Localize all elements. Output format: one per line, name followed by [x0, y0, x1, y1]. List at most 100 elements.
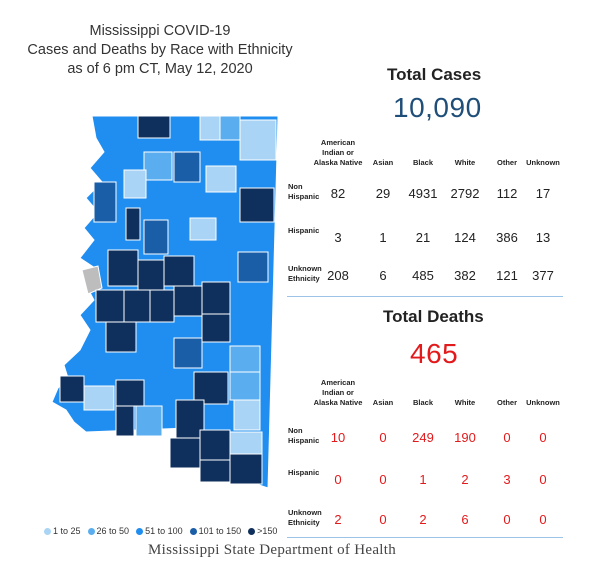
county [199, 459, 231, 483]
table-cell: 0 [539, 472, 547, 487]
mississippi-county-map [51, 115, 279, 489]
cases-divider [287, 296, 563, 297]
cases-heading: Total Cases [387, 65, 482, 84]
county [175, 399, 205, 441]
county [137, 259, 165, 291]
legend-item: 101 to 150 [189, 526, 241, 536]
row-label: Unknown Ethnicity [288, 508, 322, 527]
table-cell: 0 [379, 472, 387, 487]
deaths-divider [287, 537, 563, 538]
county [219, 115, 241, 141]
table-cell: 17 [535, 186, 551, 201]
county [95, 289, 125, 323]
row-label: Non Hispanic [288, 182, 320, 201]
county [143, 219, 169, 255]
table-cell: 3 [503, 472, 511, 487]
county [173, 337, 203, 369]
deaths-heading: Total Deaths [383, 307, 484, 326]
county [229, 453, 263, 485]
county [199, 115, 221, 141]
county [163, 255, 195, 287]
county [123, 289, 151, 323]
county [239, 119, 277, 161]
table-cell: 13 [535, 230, 551, 245]
deaths-total: 465 [410, 338, 459, 369]
column-header: White [454, 158, 476, 167]
column-header: Black [412, 158, 433, 167]
county [201, 313, 231, 343]
county [149, 289, 175, 323]
county [135, 405, 163, 437]
column-header: Unknown [526, 158, 560, 167]
county [81, 265, 103, 295]
column-header: American Indian or Alaska Native [313, 138, 363, 167]
column-header: Other [496, 398, 517, 407]
legend-item: 26 to 50 [87, 526, 129, 536]
county [239, 187, 275, 223]
footer-credit: Mississippi State Department of Health [148, 542, 397, 558]
column-header: Unknown [526, 398, 560, 407]
legend-dot-icon [87, 527, 95, 535]
table-cell: 29 [375, 186, 391, 201]
table-cell: 2 [334, 512, 342, 527]
title-line-3: as of 6 pm CT, May 12, 2020 [67, 61, 253, 77]
table-cell: 377 [532, 268, 554, 283]
county [169, 437, 201, 469]
legend-dot-icon [189, 527, 197, 535]
table-cell: 124 [454, 230, 476, 245]
table-cell: 1 [419, 472, 427, 487]
column-header: Other [496, 158, 517, 167]
legend-item: 1 to 25 [44, 526, 81, 536]
table-cell: 121 [496, 268, 518, 283]
county [137, 115, 171, 139]
column-header: American Indian or Alaska Native [313, 378, 363, 407]
county [233, 399, 261, 431]
county [229, 345, 261, 373]
chart-title: Mississippi COVID-19 Cases and Deaths by… [20, 22, 300, 79]
county [83, 385, 115, 411]
county [229, 431, 263, 455]
table-cell: 386 [496, 230, 518, 245]
legend-dot-icon [44, 527, 51, 535]
row-label: Non Hispanic [288, 426, 320, 445]
table-cell: 112 [496, 186, 518, 201]
county [93, 181, 117, 223]
county [201, 281, 231, 315]
county [115, 405, 135, 437]
table-cell: 382 [454, 268, 476, 283]
row-label: Hispanic [288, 226, 320, 235]
column-header: Asian [372, 158, 394, 167]
table-cell: 249 [412, 430, 434, 445]
table-cell: 0 [334, 472, 342, 487]
county [59, 375, 85, 403]
county [237, 251, 269, 283]
table-cell: 10 [330, 430, 346, 445]
table-cell: 2 [419, 512, 427, 527]
table-cell: 485 [412, 268, 434, 283]
county [105, 321, 137, 353]
row-label: Hispanic [288, 468, 320, 477]
table-cell: 3 [334, 230, 342, 245]
table-cell: 0 [539, 512, 547, 527]
legend-dot-icon [248, 527, 256, 535]
county [205, 165, 237, 193]
table-cell: 1 [379, 230, 387, 245]
legend-dot-icon [136, 527, 144, 535]
county [189, 217, 217, 241]
county [199, 429, 231, 461]
legend-item: >150 [248, 526, 277, 536]
table-cell: 4931 [408, 186, 438, 201]
map-legend: 1 to 25 26 to 50 51 to 100 101 to 150 >1… [44, 526, 277, 536]
county [143, 151, 173, 181]
column-header: Black [412, 398, 433, 407]
county [193, 371, 229, 405]
table-cell: 0 [379, 512, 387, 527]
table-cell: 21 [415, 230, 431, 245]
title-line-2: Cases and Deaths by Race with Ethnicity [27, 42, 293, 58]
table-cell: 0 [503, 512, 511, 527]
title-line-1: Mississippi COVID-19 [89, 23, 231, 39]
table-cell: 6 [461, 512, 469, 527]
column-header: Asian [372, 398, 394, 407]
row-label: Unknown Ethnicity [288, 264, 322, 283]
table-cell: 190 [454, 430, 476, 445]
